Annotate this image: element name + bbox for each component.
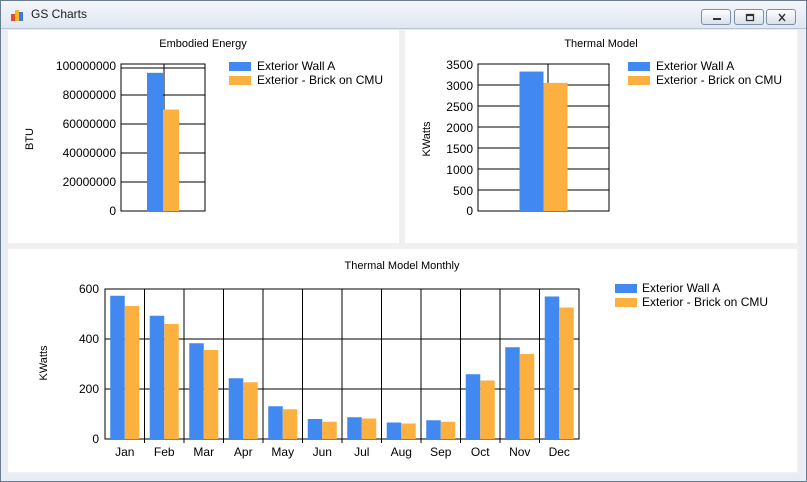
legend-swatch [229,62,251,71]
maximize-icon [745,13,755,22]
y-tick-label: 400 [79,332,99,346]
y-tick-label: 100000000 [56,59,116,73]
minimize-icon [713,18,721,20]
legend-swatch [229,76,251,85]
bars [110,295,574,439]
close-button[interactable] [766,9,796,25]
bar-wall-a-jul [347,417,362,439]
legend-label: Exterior Wall A [656,59,734,73]
y-tick-label: 2500 [446,100,473,114]
window-title: GS Charts [31,7,88,21]
bar-wall-a-jun [307,419,323,439]
x-tick-label: May [271,445,294,459]
bar-brick-cmu [163,109,179,211]
y-tick-label: 2000 [446,121,473,135]
title-bar[interactable]: GS Charts [1,1,806,29]
client-area: Embodied Energy BTU 100000000 80000000 6… [8,30,799,474]
y-tick-label: 200 [79,382,99,396]
bar-wall-a-apr [228,378,244,439]
y-axis-title: KWatts [38,345,50,381]
bars [147,72,179,211]
y-tick-label: 3000 [446,79,473,93]
bar-wall-a-oct [465,374,481,439]
y-tick-label: 1000 [446,163,473,177]
y-axis-title: KWatts [421,121,433,157]
bar-brick-cmu-sep [440,421,456,439]
x-tick-label: Jun [313,445,332,459]
embodied-energy-panel: Embodied Energy BTU 100000000 80000000 6… [8,30,399,243]
x-tick-label: Aug [391,445,412,459]
bar-wall-a [519,71,544,211]
bar-brick-cmu-aug [401,423,416,439]
y-tick-label: 60000000 [63,117,117,131]
bar-wall-a-sep [426,420,441,439]
bar-brick-cmu-nov [519,354,535,439]
bar-wall-a-may [268,406,283,439]
chart-title: Thermal Model [564,38,637,50]
y-tick-label: 0 [109,204,116,218]
legend-label: Exterior Wall A [642,281,720,295]
chart-title: Embodied Energy [159,38,247,50]
bar-brick-cmu [543,82,568,212]
legend-swatch [615,284,637,293]
legend-swatch [628,76,650,85]
bar-wall-a-jan [110,295,125,439]
thermal-model-panel: Thermal Model KWatts 3500 3000 2500 2000… [405,30,797,243]
bar-wall-a [147,72,163,211]
bar-wall-a-nov [505,347,520,439]
embodied-energy-chart: Embodied Energy BTU 100000000 80000000 6… [24,38,383,218]
thermal-monthly-panel: Thermal Model Monthly KWatts Jan Feb Mar Ap… [8,249,797,472]
maximize-button[interactable] [734,9,764,25]
legend-swatch [615,298,637,307]
y-tick-label: 80000000 [63,88,117,102]
thermal-model-chart: Thermal Model KWatts 3500 3000 2500 2000… [421,38,782,218]
bar-wall-a-dec [544,296,560,439]
chart-title: Thermal Model Monthly [345,260,460,272]
y-tick-label: 1500 [446,142,473,156]
x-tick-label: Mar [193,445,214,459]
x-tick-label: Nov [509,445,530,459]
x-tick-label: Oct [471,445,490,459]
vertical-gridlines [144,289,540,443]
minimize-button[interactable] [701,9,731,25]
y-tick-label: 0 [466,204,473,218]
bar-wall-a-mar [189,343,204,439]
y-axis-title: BTU [24,128,36,150]
y-tick-label: 3500 [446,58,473,72]
x-tick-label: Jul [354,445,369,459]
bar-brick-cmu-jun [322,421,337,439]
bar-brick-cmu-may [282,409,298,439]
legend-label: Exterior Wall A [257,59,335,73]
plot-area [104,288,580,440]
x-tick-label: Apr [234,445,253,459]
legend-label: Exterior - Brick on CMU [257,73,383,87]
legend-label: Exterior - Brick on CMU [642,295,768,309]
bar-brick-cmu-feb [164,324,179,439]
x-tick-label: Jan [115,445,134,459]
x-tick-label: Dec [549,445,570,459]
bar-wall-a-aug [386,422,402,439]
bar-brick-cmu-jan [124,306,140,439]
x-tick-label: Sep [430,445,452,459]
legend-label: Exterior - Brick on CMU [656,73,782,87]
x-tick-labels: Jan Feb Mar Apr May Jun Jul Aug Sep Oct Nov Dec [115,445,570,459]
bar-brick-cmu-dec [559,307,574,439]
y-tick-label: 20000000 [63,175,117,189]
close-icon [778,13,786,22]
bar-brick-cmu-apr [243,382,258,439]
legend-swatch [628,62,650,71]
y-tick-label: 500 [453,184,473,198]
bar-wall-a-feb [149,315,165,439]
y-tick-label: 600 [79,282,99,296]
thermal-monthly-chart: Thermal Model Monthly KWatts Jan Feb Mar Ap… [38,260,768,459]
bar-brick-cmu-oct [480,380,495,439]
bars [519,71,568,212]
y-tick-label: 0 [92,432,99,446]
x-tick-label: Feb [154,445,175,459]
bar-brick-cmu-jul [361,418,377,439]
bar-brick-cmu-mar [203,350,219,439]
y-tick-label: 40000000 [63,146,117,160]
chart-app-icon [11,10,23,21]
